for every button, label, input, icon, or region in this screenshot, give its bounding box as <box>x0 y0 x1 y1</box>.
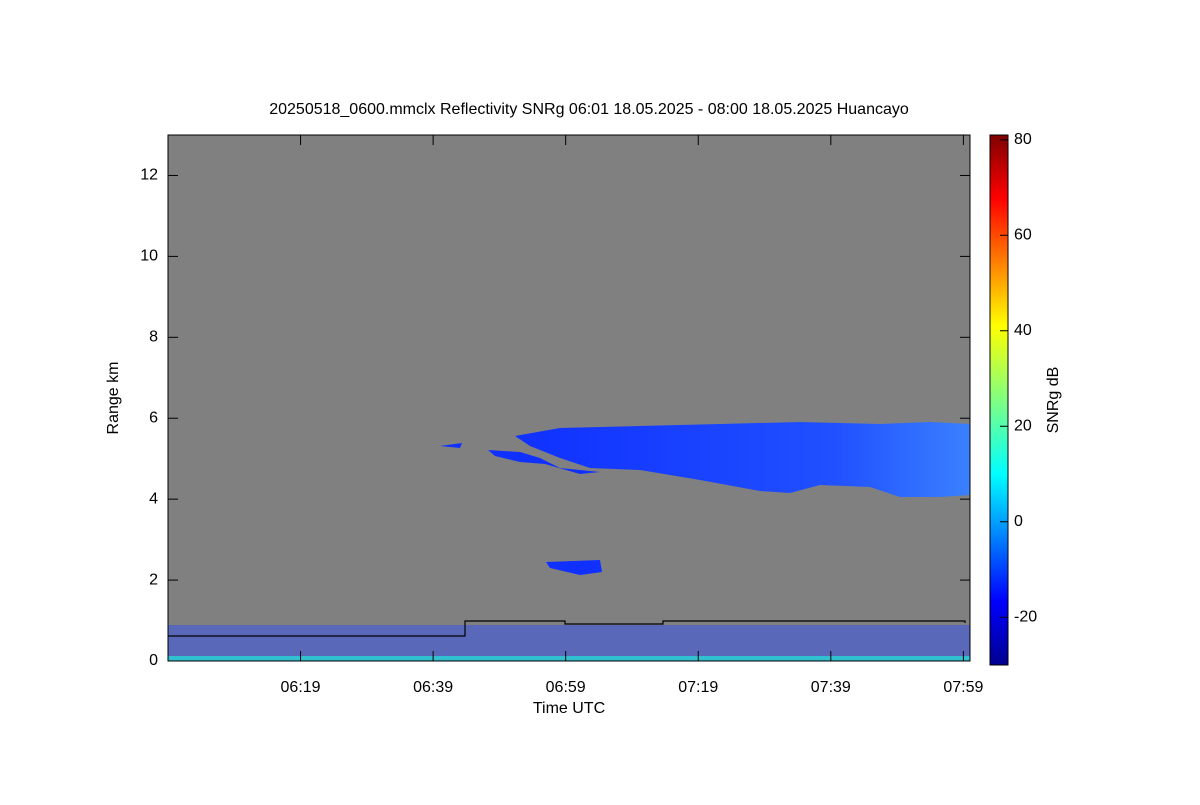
echo-main <box>515 422 970 497</box>
echo-fragment <box>488 450 600 474</box>
colorbar-tick-label: 60 <box>1014 226 1032 243</box>
echo-fragment <box>440 443 462 448</box>
echoes <box>168 422 970 661</box>
x-tick-label: 07:39 <box>811 679 851 696</box>
colorbar-tick-label: 80 <box>1014 131 1032 148</box>
plot-area <box>168 135 970 661</box>
y-tick-label: 10 <box>140 248 158 265</box>
x-tick-label: 07:59 <box>943 679 983 696</box>
x-tick-label: 06:39 <box>413 679 453 696</box>
y-axis-label: Range km <box>105 362 122 435</box>
y-tick-label: 8 <box>149 329 158 346</box>
colorbar-tick-label: 0 <box>1014 513 1023 530</box>
y-tick-label: 6 <box>149 409 158 426</box>
y-tick-label: 12 <box>140 167 158 184</box>
y-tick-label: 4 <box>149 490 158 507</box>
plot-frame <box>167 134 971 662</box>
y-tick-label: 2 <box>149 571 158 588</box>
echo-fragment <box>546 560 602 575</box>
chart-title: 20250518_0600.mmclx Reflectivity SNRg 06… <box>269 101 909 118</box>
colorbar-tick-label: -20 <box>1014 608 1037 625</box>
colorbar-tick-label: 20 <box>1014 417 1032 434</box>
cloud-base-line <box>168 620 966 637</box>
ground-clutter <box>168 656 970 661</box>
ground-clutter <box>168 625 970 658</box>
y-tick-label: 0 <box>149 652 158 669</box>
x-axis-label: Time UTC <box>533 700 605 717</box>
x-tick-label: 06:59 <box>546 679 586 696</box>
x-tick-label: 07:19 <box>678 679 718 696</box>
colorbar-label: SNRg dB <box>1045 367 1062 434</box>
x-tick-label: 06:19 <box>281 679 321 696</box>
colorbar-tick-label: 40 <box>1014 322 1032 339</box>
colorbar <box>989 134 1009 666</box>
